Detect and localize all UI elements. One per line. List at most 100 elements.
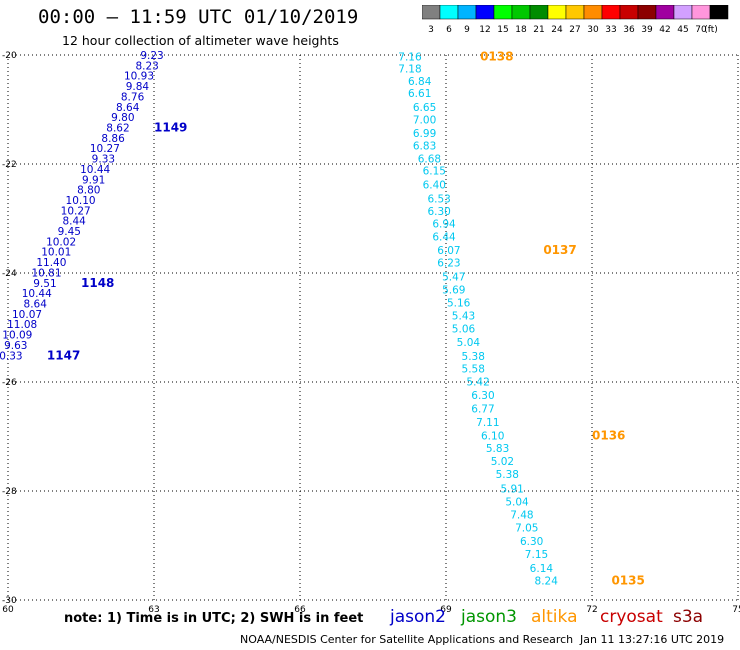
data-point-label: 5.69 xyxy=(442,284,465,296)
legend-label: 21 xyxy=(533,25,544,35)
data-point-label: 10.81 xyxy=(31,267,61,279)
data-point-label: 8.24 xyxy=(535,575,559,587)
data-point-label: 5.16 xyxy=(447,297,471,309)
satellite-label-jason3: jason3 xyxy=(461,607,517,627)
data-point-label: 6.65 xyxy=(413,102,436,114)
data-point-label: 10.93 xyxy=(124,71,154,83)
chart-subtitle: 12 hour collection of altimeter wave hei… xyxy=(62,33,339,48)
data-point-label: 6.68 xyxy=(418,154,441,166)
data-point-label: 5.83 xyxy=(486,443,509,455)
time-label: 1148 xyxy=(81,276,114,290)
page-title: 00:00 – 11:59 UTC 01/10/2019 xyxy=(38,6,359,28)
data-point-label: 11.08 xyxy=(7,319,37,331)
legend-label: 9 xyxy=(464,25,470,35)
legend-label: 15 xyxy=(497,25,508,35)
data-point-label: 5.04 xyxy=(457,337,481,349)
data-point-label: 9.91 xyxy=(82,174,105,186)
time-label: 1149 xyxy=(154,120,187,134)
data-point-label: 9.80 xyxy=(111,112,134,124)
data-point-label: 6.30 xyxy=(471,390,494,402)
legend-label: 3 xyxy=(428,25,434,35)
data-point-label: 7.16 xyxy=(398,52,422,64)
data-point-label: 9.51 xyxy=(33,278,56,290)
y-tick-label: -24 xyxy=(2,269,17,279)
data-point-label: 10.07 xyxy=(12,309,42,321)
legend-label: 30 xyxy=(587,25,599,35)
data-point-label: 6.44 xyxy=(432,231,456,243)
data-point-label: 11.40 xyxy=(36,257,66,269)
legend-label: 12 xyxy=(479,25,490,35)
data-point-label: 6.10 xyxy=(481,430,504,442)
data-point-label: 6.23 xyxy=(437,258,460,270)
y-tick-label: -20 xyxy=(2,51,17,61)
data-point-label: 7.48 xyxy=(510,509,533,521)
legend-label: 6 xyxy=(446,25,452,35)
satellite-label-altika: altika xyxy=(531,607,578,627)
y-tick-label: -30 xyxy=(2,596,17,606)
data-point-label: 6.61 xyxy=(408,88,431,100)
legend-unit: (ft) xyxy=(704,25,718,35)
time-label: 0135 xyxy=(611,573,644,587)
data-point-label: 6.15 xyxy=(423,166,446,178)
data-point-label: 6.84 xyxy=(408,76,432,88)
legend-label: 39 xyxy=(641,25,653,35)
satellite-label-jason2: jason2 xyxy=(390,607,446,627)
data-point-label: 5.58 xyxy=(462,363,485,375)
data-point-label: 6.40 xyxy=(423,180,446,192)
data-point-label: 10.01 xyxy=(41,247,71,259)
data-point-label: 9.45 xyxy=(58,226,81,238)
x-tick-label: 72 xyxy=(586,605,597,615)
data-point-label: 7.05 xyxy=(515,523,538,535)
data-point-label: 10.27 xyxy=(90,143,120,155)
time-label: 0136 xyxy=(592,428,625,442)
data-point-label: 8.23 xyxy=(135,60,158,72)
x-tick-label: 69 xyxy=(440,605,452,615)
legend-swatch xyxy=(709,5,729,20)
data-point-label: 5.38 xyxy=(462,351,485,363)
data-point-label: 7.11 xyxy=(476,417,499,429)
data-point-label: 10.33 xyxy=(0,350,23,362)
time-label: 0137 xyxy=(543,243,576,257)
data-point-label: 6.99 xyxy=(413,128,436,140)
color-legend: 3 6 9 12 15 18 21 24 27 30 33 36 39 42 45 70(ft) xyxy=(422,5,729,35)
data-point-label: 10.02 xyxy=(46,236,76,248)
data-point-label: 8.86 xyxy=(101,133,125,145)
data-point-label: 10.44 xyxy=(80,164,110,176)
data-point-label: 8.64 xyxy=(116,102,140,114)
data-point-label: 7.00 xyxy=(413,114,436,126)
data-point-label: 10.27 xyxy=(61,205,91,217)
footnote: note: 1) Time is in UTC; 2) SWH is in fe… xyxy=(64,611,364,626)
x-tick-label: 63 xyxy=(148,605,159,615)
legend-label: 27 xyxy=(569,25,580,35)
credit-line: NOAA/NESDIS Center for Satellite Applica… xyxy=(240,633,574,646)
legend-label: 42 xyxy=(659,25,670,35)
data-point-label: 5.91 xyxy=(500,483,523,495)
x-tick-label: 66 xyxy=(294,605,306,615)
data-point-label: 6.14 xyxy=(530,563,554,575)
data-point-label: 5.42 xyxy=(466,376,489,388)
data-point-label: 5.02 xyxy=(491,456,514,468)
legend-label: 18 xyxy=(515,25,527,35)
data-point-label: 8.76 xyxy=(121,91,145,103)
y-tick-label: -22 xyxy=(2,160,17,170)
data-point-label: 5.47 xyxy=(442,271,465,283)
data-point-label: 10.44 xyxy=(22,288,52,300)
legend-label: 33 xyxy=(605,25,616,35)
data-point-label: 6.94 xyxy=(432,218,456,230)
data-point-label: 9.63 xyxy=(4,340,27,352)
generated-timestamp: Jan 11 13:27:16 UTC 2019 xyxy=(580,633,725,646)
time-label: 1147 xyxy=(47,348,80,362)
data-point-label: 8.80 xyxy=(77,185,100,197)
data-point-label: 9.84 xyxy=(126,81,150,93)
data-point-label: 6.30 xyxy=(427,206,450,218)
data-point-label: 6.83 xyxy=(413,140,436,152)
y-tick-label: -26 xyxy=(2,378,17,388)
data-point-label: 8.64 xyxy=(24,299,48,311)
data-point-label: 5.06 xyxy=(452,324,476,336)
data-point-label: 10.10 xyxy=(66,195,96,207)
data-point-label: 5.43 xyxy=(452,311,475,323)
data-point-label: 7.15 xyxy=(525,549,548,561)
data-point-label: 6.30 xyxy=(520,536,543,548)
